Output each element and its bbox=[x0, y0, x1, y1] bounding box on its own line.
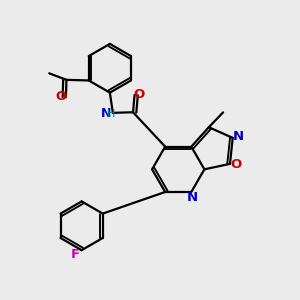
Text: O: O bbox=[134, 88, 145, 101]
Text: N: N bbox=[233, 130, 244, 143]
Text: O: O bbox=[230, 158, 242, 171]
Text: H: H bbox=[107, 109, 115, 119]
Text: F: F bbox=[71, 248, 80, 261]
Text: N: N bbox=[186, 191, 197, 204]
Text: N: N bbox=[101, 107, 112, 120]
Text: O: O bbox=[55, 90, 66, 103]
